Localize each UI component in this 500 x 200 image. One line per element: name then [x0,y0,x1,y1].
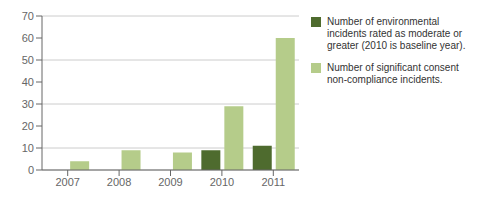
html-text:Number of significant consent: Number of significant consent non-compli… [327,62,459,85]
svg-text:2008: 2008 [107,176,131,188]
svg-text:40: 40 [22,76,34,88]
svg-text:0: 0 [28,164,34,176]
svg-text:2009: 2009 [158,176,182,188]
html-text:Number of environmental incide: Number of environmental incidents rated … [327,16,466,51]
svg-text:70: 70 [22,10,34,22]
svg-text:60: 60 [22,32,34,44]
svg-text:2011: 2011 [261,176,285,188]
svg-text:30: 30 [22,98,34,110]
svg-text:2007: 2007 [55,176,79,188]
svg-text:2010: 2010 [210,176,234,188]
svg-text:10: 10 [22,142,34,154]
svg-text:50: 50 [22,54,34,66]
svg-text:20: 20 [22,120,34,132]
